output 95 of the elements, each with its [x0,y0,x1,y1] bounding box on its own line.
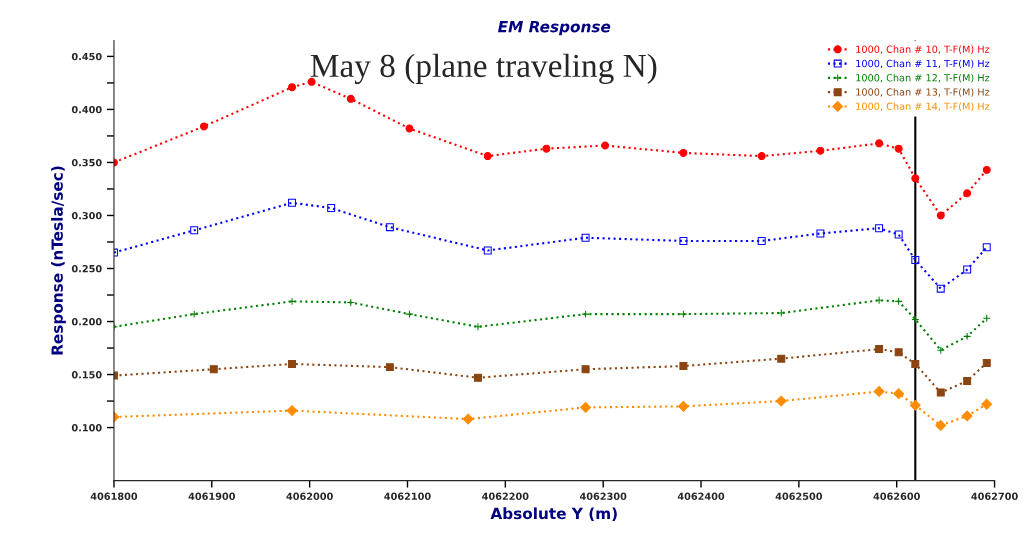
x-tick-label: 4062600 [873,492,920,500]
point [936,211,945,220]
point [909,399,921,411]
point [894,144,903,153]
point [679,236,688,245]
point [581,365,590,374]
point [961,410,973,422]
point [936,284,945,293]
y-tick-label: 0.300 [71,211,102,220]
point [982,358,991,367]
point [911,315,920,324]
point [286,405,298,417]
point [679,362,688,371]
point [963,265,972,274]
point [981,398,993,410]
point [757,236,766,245]
point [473,373,482,382]
x-tick-label: 4062000 [286,492,333,500]
point [199,122,208,131]
point [473,322,482,331]
legend-label: 1000, Chan # 13, T-F(M) Hz [856,88,990,97]
point [288,83,297,92]
point [894,348,903,357]
point [911,174,920,183]
point [679,148,688,157]
legend-label: 1000, Chan # 12, T-F(M) Hz [856,73,990,83]
point [935,420,947,431]
point [894,230,903,239]
point [911,256,920,265]
point [581,233,590,242]
point [936,388,945,397]
point [777,354,786,363]
point [911,359,920,368]
point [346,298,355,307]
point [775,395,787,407]
point [346,94,355,103]
legend-label: 1000, Chan # 14, T-F(M) Hz [856,102,990,112]
point [405,310,414,319]
x-tick-label: 4062500 [775,492,823,500]
point [190,226,199,235]
point [677,400,689,412]
point [327,204,336,213]
point [581,310,590,319]
point [816,146,825,155]
point [483,152,492,161]
point [982,314,991,323]
point [894,297,903,306]
y-tick-label: 0.400 [71,105,102,114]
annotation: May 8 (plane traveling N) [310,53,657,85]
y-axis-title: Response (nTesla/sec) [51,166,66,355]
x-tick-label: 4062700 [971,492,1018,500]
point [873,386,885,397]
x-tick-label: 4062400 [677,492,725,500]
point [757,152,766,161]
legend-label: 1000, Chan # 11, T-F(M) Hz [856,59,990,69]
point [190,310,199,319]
x-tick-label: 4061900 [188,492,236,500]
point [462,413,474,425]
point [385,363,394,372]
point [875,296,884,305]
x-axis-title: Absolute Y (m) [490,507,617,521]
point [580,402,591,413]
y-tick-label: 0.250 [71,264,102,273]
point [679,310,688,319]
y-tick-label: 0.100 [71,424,102,432]
point [816,229,825,238]
point [405,124,414,133]
point [963,376,972,385]
point [875,224,884,233]
point [963,332,972,341]
point [982,243,991,252]
point [875,139,884,148]
point [963,189,972,198]
y-tick-label: 0.200 [71,318,102,326]
point [288,359,297,368]
x-tick-label: 4062300 [579,492,627,500]
point [209,365,218,374]
x-tick-label: 4061800 [90,492,138,500]
y-tick-label: 0.450 [71,52,102,61]
point [982,165,991,174]
point [936,346,945,355]
point [601,141,610,150]
x-tick-label: 4062100 [384,492,431,500]
point [875,345,884,354]
point [288,297,297,306]
point [542,144,551,153]
legend-label: 1000, Chan # 10, T-F(M) Hz [856,45,990,55]
point [385,223,394,232]
y-tick-label: 0.150 [71,371,102,379]
point [893,388,905,400]
chart-title: EM Response [497,21,611,36]
point [288,198,297,207]
point [483,246,492,255]
x-tick-label: 4062200 [482,492,529,500]
y-tick-label: 0.350 [71,158,102,167]
